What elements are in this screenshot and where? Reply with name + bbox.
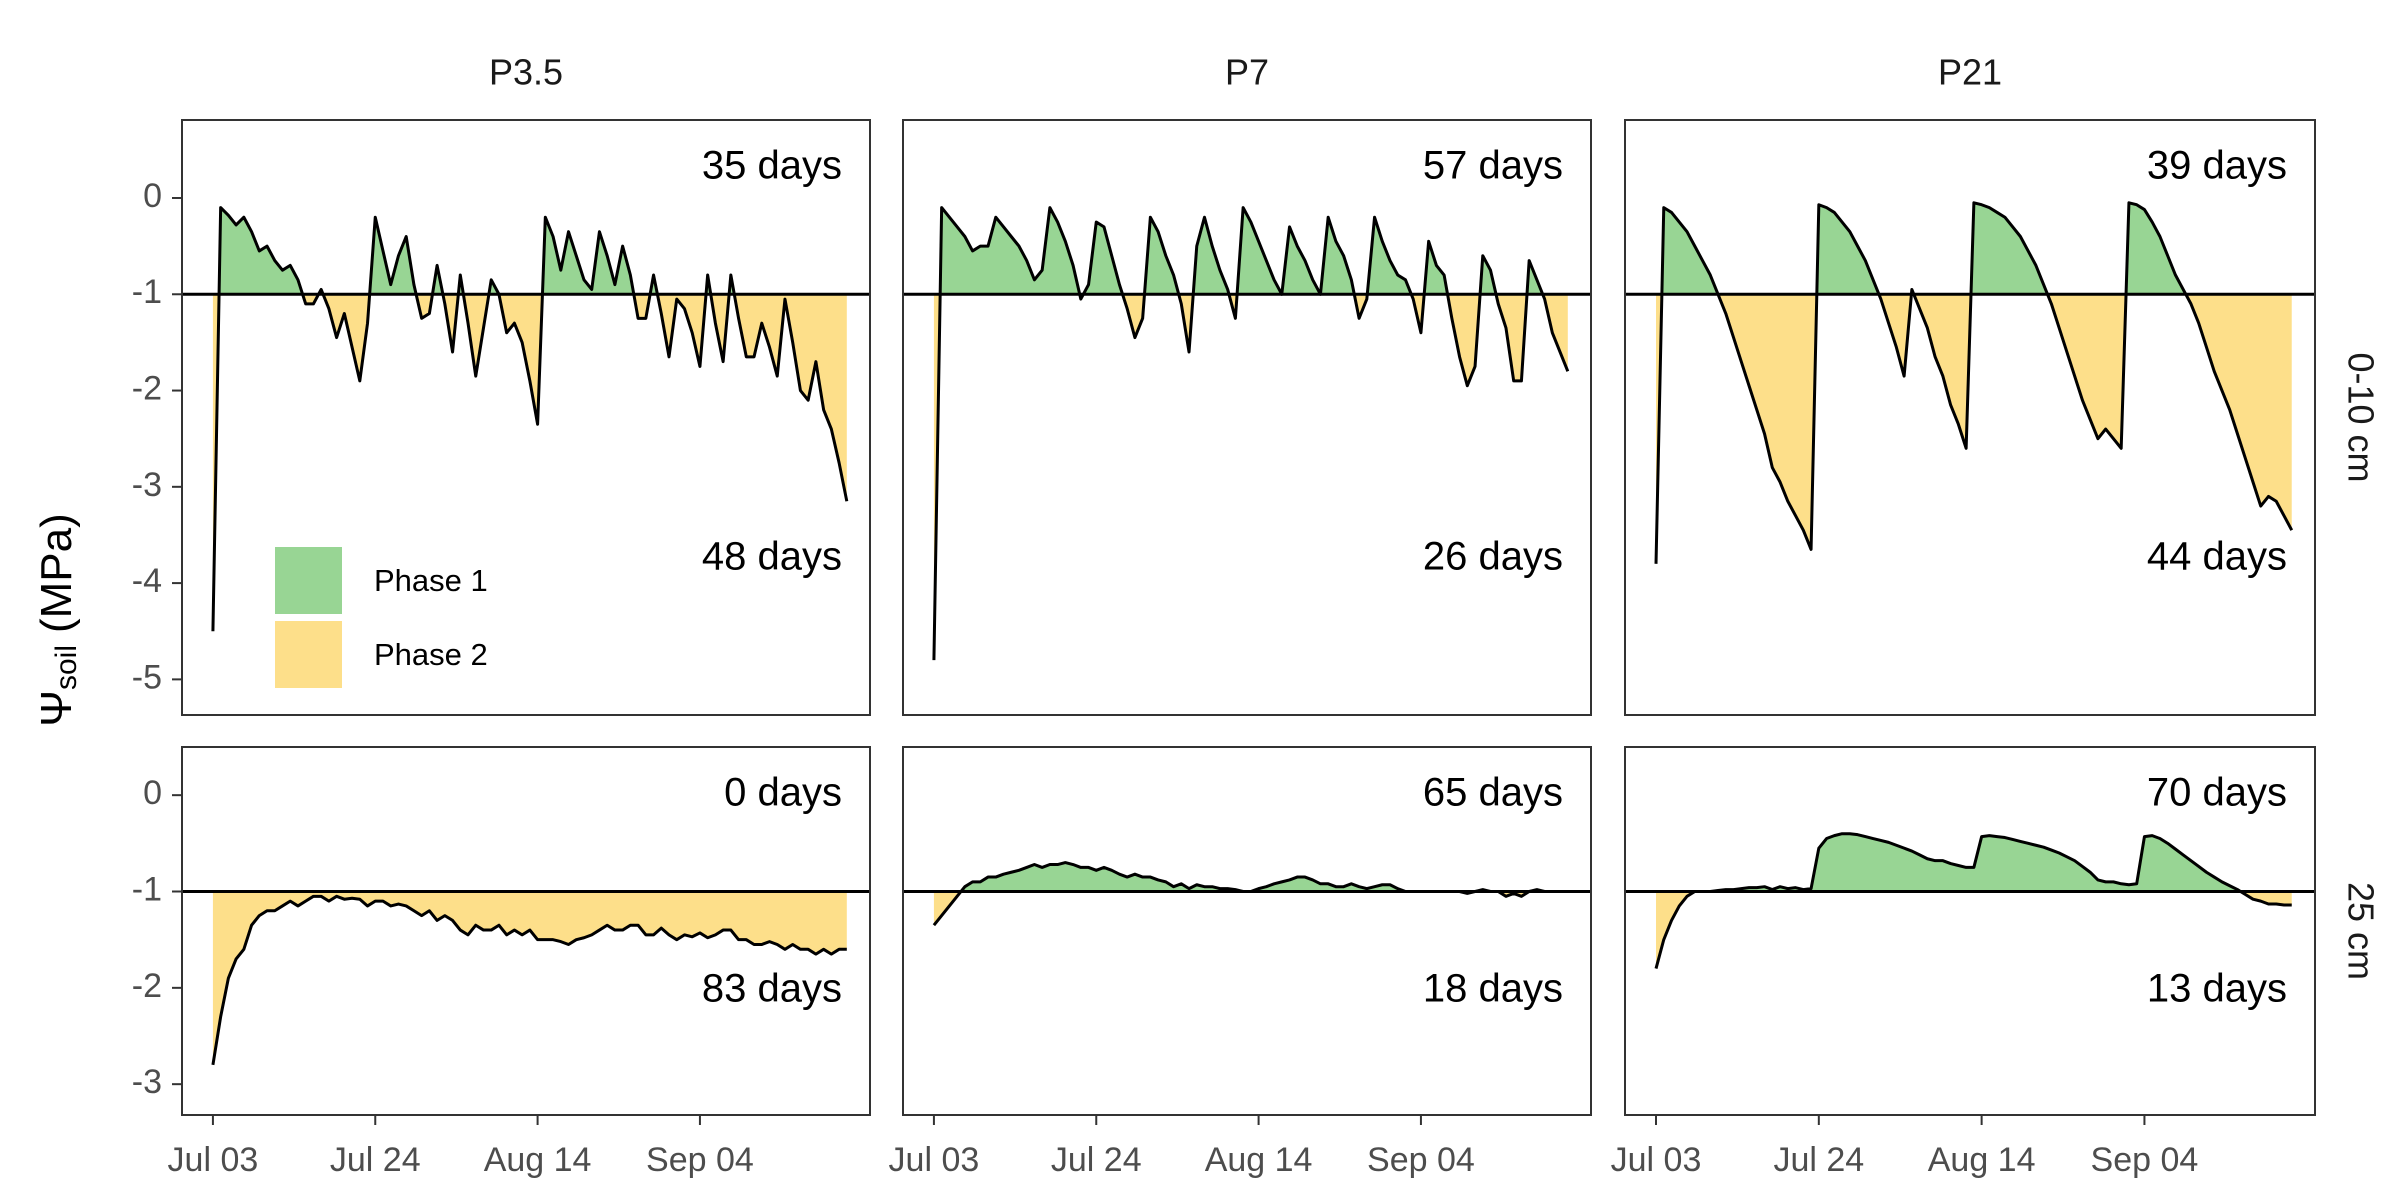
panel-border <box>181 746 871 1116</box>
series-line <box>1654 832 2292 969</box>
row-label: 0-10 cm <box>2340 352 2381 482</box>
phase-1-area <box>960 862 1568 892</box>
x-tick-label: Sep 04 <box>2091 1141 2199 1179</box>
legend-swatch <box>275 547 342 614</box>
phase-1-area <box>219 207 735 295</box>
row-label: 25 cm <box>2340 882 2381 980</box>
column-title: P7 <box>1225 52 1269 93</box>
series-line <box>211 894 847 1066</box>
x-tick-label: Jul 24 <box>330 1141 421 1179</box>
panel-border <box>1624 746 2316 1116</box>
phase-days-label: 57 days <box>1423 144 1563 188</box>
panel-background <box>1625 747 2315 1115</box>
legend-label: Phase 2 <box>374 637 488 672</box>
x-tick-label: Jul 03 <box>889 1141 980 1179</box>
phase-2-area <box>212 294 847 632</box>
legend-label: Phase 1 <box>374 563 488 598</box>
column-title: P3.5 <box>489 52 563 93</box>
x-tick-label: Jul 03 <box>1611 1141 1702 1179</box>
phase-days-label: 39 days <box>2147 144 2287 188</box>
y-label-symbol: Ψ <box>32 690 81 727</box>
y-tick-label: -5 <box>132 658 162 696</box>
series-line <box>211 206 849 632</box>
panel-background <box>182 120 870 715</box>
series-line <box>932 206 1570 661</box>
series-line <box>932 861 1568 927</box>
phase-days-label: 44 days <box>2147 535 2287 579</box>
y-tick-label: -3 <box>132 466 162 504</box>
x-tick-label: Aug 14 <box>1928 1141 2036 1179</box>
y-tick-label: -2 <box>132 967 162 1005</box>
x-tick-label: Aug 14 <box>484 1141 592 1179</box>
y-label-unit: (MPa) <box>32 513 81 633</box>
legend-swatch <box>275 621 342 688</box>
y-axis-label: Ψsoil (MPa) <box>32 513 83 727</box>
panel-border <box>1624 119 2316 716</box>
phase-days-label: 13 days <box>2147 967 2287 1011</box>
phase-days-label: 83 days <box>702 967 842 1011</box>
phase-days-label: 70 days <box>2147 771 2287 815</box>
phase-days-label: 0 days <box>724 771 842 815</box>
y-tick-label: -1 <box>132 273 162 311</box>
phase-days-label: 35 days <box>702 144 842 188</box>
phase-days-label: 18 days <box>1423 967 1563 1011</box>
x-tick-label: Jul 24 <box>1051 1141 1142 1179</box>
y-tick-label: 0 <box>143 774 162 812</box>
y-tick-label: -2 <box>132 370 162 408</box>
x-tick-label: Aug 14 <box>1205 1141 1313 1179</box>
y-tick-label: -4 <box>132 562 162 600</box>
phase-1-area <box>1694 833 2241 892</box>
x-tick-label: Jul 24 <box>1773 1141 1864 1179</box>
panel-border <box>902 119 1592 716</box>
panel-background <box>1625 120 2315 715</box>
phase-days-label: 65 days <box>1423 771 1563 815</box>
phase-days-label: 26 days <box>1423 535 1563 579</box>
y-tick-label: 0 <box>143 177 162 215</box>
phase-days-label: 48 days <box>702 535 842 579</box>
x-tick-label: Sep 04 <box>1367 1141 1475 1179</box>
panel-border <box>181 119 871 716</box>
y-label-subscript: soil <box>50 645 83 690</box>
y-tick-label: -1 <box>132 870 162 908</box>
series-line <box>1654 201 2294 564</box>
x-tick-label: Jul 03 <box>168 1141 259 1179</box>
panel-border <box>902 746 1592 1116</box>
x-tick-label: Sep 04 <box>646 1141 754 1179</box>
panel-background <box>903 747 1591 1115</box>
column-title: P21 <box>1938 52 2002 93</box>
y-tick-label: -3 <box>132 1063 162 1101</box>
panel-background <box>903 120 1591 715</box>
